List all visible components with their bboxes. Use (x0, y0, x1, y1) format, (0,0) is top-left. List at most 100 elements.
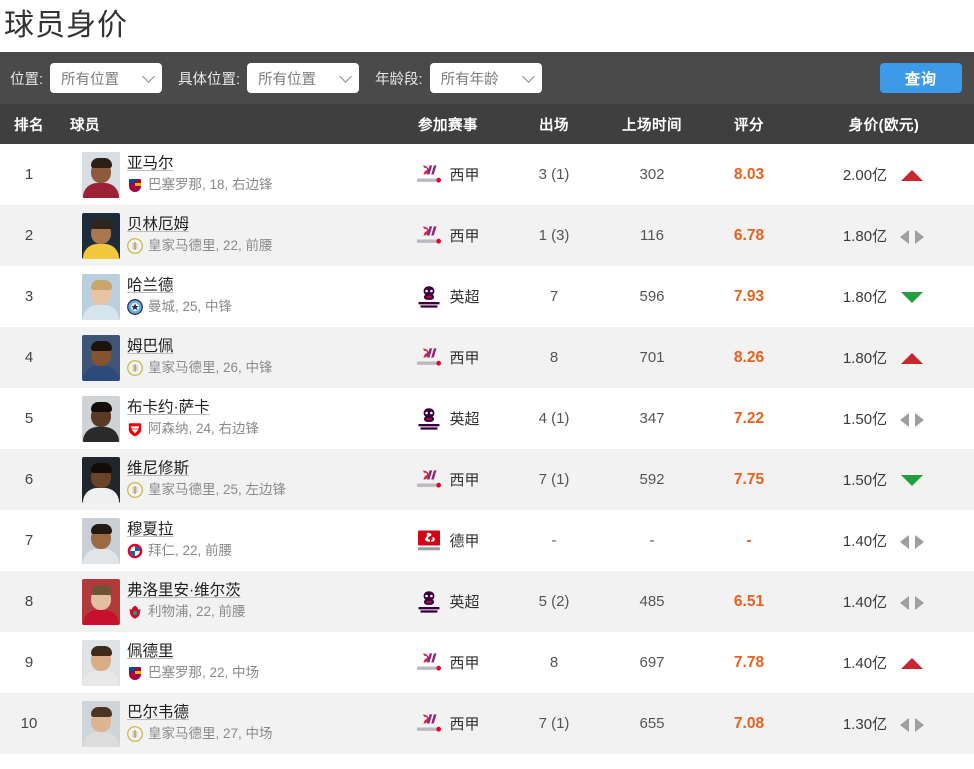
row-trend-indicator (899, 348, 925, 368)
header-minutes[interactable]: 上场时间 (622, 117, 682, 134)
specific-position-select[interactable]: 所有位置 (247, 63, 360, 93)
row-apps: 7 (549, 288, 559, 305)
laliga-logo-glyph (417, 225, 442, 244)
player-name-link[interactable]: 巴尔韦德 (127, 704, 190, 722)
league-logo-icon (416, 223, 442, 249)
table-row[interactable]: 8 弗洛里安·维尔茨 利物浦, 22, 前腰 英超 5 (2) 485 6.51 1.40亿 (0, 571, 974, 632)
table-row[interactable]: 2 贝林厄姆 皇家马德里, 22, 前腰 西甲 1 (3) 116 6.78 1.80亿 (0, 205, 974, 266)
table-row[interactable]: 9 佩德里 巴塞罗那, 22, 中场 西甲 8 697 7.78 1.40亿 (0, 632, 974, 693)
header-rating[interactable]: 评分 (734, 117, 764, 134)
table-header-row: 排名 球员 参加赛事 出场 上场时间 评分 身价(欧元) (0, 104, 974, 144)
row-trend-indicator (899, 592, 925, 612)
league-name: 西甲 (449, 716, 480, 733)
table-body: 1 亚马尔 巴塞罗那, 18, 右边锋 西甲 3 (1) 302 8.03 2.00亿 2 贝林厄… (0, 144, 974, 754)
page-title: 球员身价 (4, 9, 128, 42)
player-photo (82, 212, 120, 259)
position-select[interactable]: 所有位置 (50, 63, 163, 93)
filter-group-position: 位置: 所有位置 (10, 63, 163, 93)
table-row[interactable]: 5 布卡约·萨卡 阿森纳, 24, 右边锋 英超 4 (1) 347 7.22 1.50亿 (0, 388, 974, 449)
player-photo (82, 273, 120, 320)
table-row[interactable]: 1 亚马尔 巴塞罗那, 18, 右边锋 西甲 3 (1) 302 8.03 2.00亿 (0, 144, 974, 205)
filter-bar: 位置: 所有位置 具体位置: 所有位置 年龄段: 所有年龄 查询 (0, 52, 974, 104)
club-crest-icon (127, 604, 143, 620)
player-meta: 拜仁, 22, 前腰 (127, 542, 232, 560)
row-rating: 8.26 (733, 348, 765, 366)
player-name-link[interactable]: 穆夏拉 (127, 521, 174, 539)
table-row[interactable]: 6 维尼修斯 皇家马德里, 25, 左边锋 西甲 7 (1) 592 7.75 1.50亿 (0, 449, 974, 510)
player-meta: 皇家马德里, 26, 中锋 (127, 359, 273, 377)
trend-flat-icon (900, 717, 910, 732)
row-rating: 7.75 (733, 470, 765, 488)
club-crest-icon (127, 238, 143, 255)
player-name-link[interactable]: 佩德里 (127, 643, 174, 661)
header-player[interactable]: 球员 (70, 117, 100, 134)
table-row[interactable]: 10 巴尔韦德 皇家马德里, 27, 中场 西甲 7 (1) 655 7.08 1.30亿 (0, 693, 974, 754)
league-name: 西甲 (449, 167, 480, 184)
player-name-link[interactable]: 哈兰德 (127, 277, 174, 295)
header-rank[interactable]: 排名 (14, 117, 44, 134)
table-row[interactable]: 3 哈兰德 曼城, 25, 中锋 英超 7 596 7.93 1.80亿 (0, 266, 974, 327)
league-name: 英超 (449, 411, 480, 428)
row-rank: 5 (24, 410, 34, 427)
query-button[interactable]: 查询 (880, 63, 962, 93)
league-logo-icon (416, 284, 442, 310)
row-rating: 6.78 (733, 226, 765, 244)
trend-up-icon (901, 169, 924, 181)
player-photo (82, 700, 120, 747)
player-name-link[interactable]: 姆巴佩 (127, 338, 174, 356)
row-apps: 7 (1) (538, 471, 570, 488)
row-minutes: 655 (639, 715, 665, 732)
league-logo-icon (416, 345, 442, 371)
player-name-link[interactable]: 亚马尔 (127, 155, 174, 173)
row-trend-indicator (899, 653, 925, 673)
league-name: 西甲 (449, 655, 480, 672)
player-name-link[interactable]: 贝林厄姆 (127, 216, 190, 234)
row-trend-indicator (899, 409, 925, 429)
table-row[interactable]: 7 穆夏拉 拜仁, 22, 前腰 德甲 - - - 1.40亿 (0, 510, 974, 571)
row-market-value: 1.80亿 (842, 228, 888, 245)
league-name: 英超 (449, 289, 480, 306)
club-crest-icon (127, 665, 143, 681)
player-meta-text: 皇家马德里, 25, 左边锋 (148, 482, 287, 498)
player-meta-text: 皇家马德里, 26, 中锋 (148, 360, 273, 376)
league-logo-icon (416, 650, 442, 676)
row-apps: 8 (549, 654, 559, 671)
player-name-link[interactable]: 布卡约·萨卡 (127, 399, 210, 417)
header-value[interactable]: 身价(欧元) (848, 117, 920, 134)
row-rating: 8.03 (733, 165, 765, 183)
row-market-value: 1.50亿 (842, 472, 888, 489)
row-rank: 4 (24, 349, 34, 366)
row-apps: 5 (2) (538, 593, 570, 610)
row-minutes: 596 (639, 288, 665, 305)
laliga-logo-glyph (417, 164, 442, 183)
age-range-select[interactable]: 所有年龄 (429, 63, 542, 93)
league-logo-icon (416, 711, 442, 737)
table-row[interactable]: 4 姆巴佩 皇家马德里, 26, 中锋 西甲 8 701 8.26 1.80亿 (0, 327, 974, 388)
row-rank: 8 (24, 593, 34, 610)
player-meta-text: 利物浦, 22, 前腰 (148, 604, 246, 620)
club-crest-icon (127, 482, 143, 499)
trend-flat-icon (900, 534, 910, 549)
player-name-link[interactable]: 弗洛里安·维尔茨 (127, 582, 241, 600)
row-market-value: 1.80亿 (842, 289, 888, 306)
league-name: 西甲 (449, 472, 480, 489)
row-trend-indicator (899, 531, 925, 551)
laliga-logo-glyph (417, 469, 442, 488)
row-apps: - (551, 532, 557, 549)
premier-league-logo-glyph (418, 285, 440, 308)
row-rating: 7.93 (733, 287, 765, 305)
player-meta-text: 巴塞罗那, 18, 右边锋 (148, 177, 273, 193)
row-market-value: 1.30亿 (842, 716, 888, 733)
header-apps[interactable]: 出场 (539, 117, 569, 134)
player-name-link[interactable]: 维尼修斯 (127, 460, 190, 478)
row-rank: 6 (24, 471, 34, 488)
row-trend-indicator (899, 287, 925, 307)
trend-flat-icon (915, 595, 925, 610)
header-league[interactable]: 参加赛事 (418, 117, 478, 134)
row-apps: 8 (549, 349, 559, 366)
player-photo (82, 456, 120, 503)
row-market-value: 1.40亿 (842, 533, 888, 550)
player-meta-text: 巴塞罗那, 22, 中场 (148, 665, 260, 681)
row-rank: 9 (24, 654, 34, 671)
player-meta: 曼城, 25, 中锋 (127, 298, 232, 316)
